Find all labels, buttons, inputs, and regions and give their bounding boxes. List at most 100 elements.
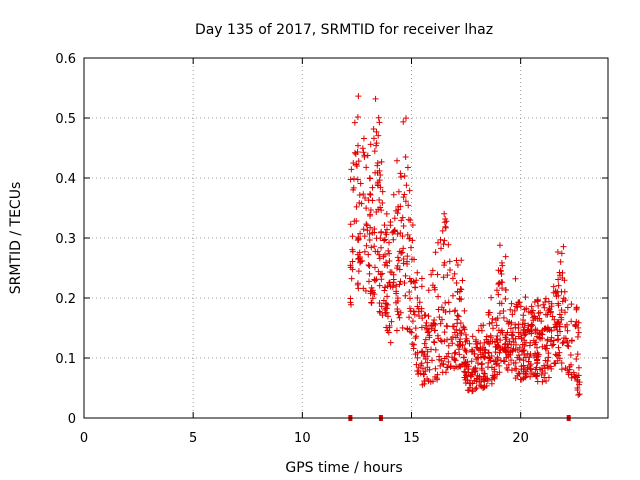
data-point — [512, 275, 519, 282]
data-point — [499, 285, 506, 292]
data-point — [521, 320, 528, 327]
data-point — [416, 312, 423, 319]
data-point — [390, 191, 397, 198]
data-point — [360, 135, 367, 142]
data-point — [398, 217, 405, 224]
data-point — [400, 260, 407, 267]
data-point — [404, 326, 411, 333]
data-point — [407, 217, 414, 224]
data-point — [349, 246, 356, 253]
data-point — [426, 366, 433, 373]
data-point — [349, 233, 356, 240]
data-point — [524, 366, 531, 373]
data-point — [361, 248, 368, 255]
data-point — [456, 296, 463, 303]
y-tick-label: 0.1 — [55, 352, 76, 367]
data-point — [402, 154, 409, 161]
data-point — [541, 362, 548, 369]
data-point — [545, 354, 552, 361]
data-point — [518, 334, 525, 341]
data-point — [409, 318, 416, 325]
data-point — [445, 342, 452, 349]
data-point — [498, 271, 505, 278]
data-point — [449, 275, 456, 282]
y-tick-label: 0.6 — [55, 52, 76, 67]
data-point — [404, 231, 411, 238]
data-point — [486, 320, 493, 327]
data-point — [462, 347, 469, 354]
data-point — [564, 327, 571, 334]
data-point — [402, 198, 409, 205]
data-point — [355, 285, 362, 292]
data-point — [404, 164, 411, 171]
data-point — [347, 221, 354, 228]
data-point — [404, 258, 411, 265]
x-tick-label: 15 — [403, 431, 420, 446]
data-point — [366, 236, 373, 243]
data-point — [463, 348, 470, 355]
data-point — [543, 377, 550, 384]
x-tick-labels: 0 5 10 15 20 — [80, 431, 529, 446]
data-point — [357, 180, 364, 187]
data-point — [386, 239, 393, 246]
data-point — [381, 237, 388, 244]
data-point — [355, 93, 362, 100]
data-point — [504, 344, 511, 351]
y-tick-labels: 0 0.1 0.2 0.3 0.4 0.5 0.6 — [55, 52, 76, 427]
data-point — [474, 354, 481, 361]
data-point — [435, 293, 442, 300]
data-point — [549, 342, 556, 349]
data-point — [353, 218, 360, 225]
data-point — [527, 339, 534, 346]
data-point — [445, 358, 452, 365]
data-point — [432, 249, 439, 256]
data-point — [540, 301, 547, 308]
data-point — [421, 340, 428, 347]
data-point — [534, 315, 541, 322]
data-point — [384, 327, 391, 334]
data-point — [558, 366, 565, 373]
data-point — [420, 365, 427, 372]
data-point — [559, 298, 566, 305]
data-point — [547, 338, 554, 345]
data-point — [366, 263, 373, 270]
data-point — [378, 207, 385, 214]
data-point — [421, 378, 428, 385]
data-point — [568, 374, 575, 381]
data-point — [368, 300, 375, 307]
data-point — [575, 324, 582, 331]
data-point — [496, 300, 503, 307]
data-point — [434, 332, 441, 339]
data-point — [372, 95, 379, 102]
data-point — [404, 325, 411, 332]
data-point — [492, 316, 499, 323]
data-point — [362, 194, 369, 201]
data-point — [502, 253, 509, 260]
data-point — [457, 286, 464, 293]
data-point — [391, 215, 398, 222]
data-point — [483, 336, 490, 343]
data-point — [373, 276, 380, 283]
data-point — [363, 205, 370, 212]
data-point — [459, 277, 466, 284]
data-point — [418, 308, 425, 315]
data-point — [376, 300, 383, 307]
data-point — [440, 307, 447, 314]
data-point — [379, 188, 386, 195]
data-point — [372, 277, 379, 284]
data-point — [551, 316, 558, 323]
data-point — [430, 322, 437, 329]
data-point — [417, 362, 424, 369]
data-point — [376, 282, 383, 289]
data-point — [374, 162, 381, 169]
data-point — [533, 372, 540, 379]
data-point — [452, 349, 459, 356]
data-point — [423, 319, 430, 326]
data-point — [500, 308, 507, 315]
data-point — [494, 336, 501, 343]
data-point — [568, 318, 575, 325]
data-point — [384, 226, 391, 233]
data-point — [419, 381, 426, 388]
data-point — [517, 330, 524, 337]
data-point — [447, 266, 454, 273]
